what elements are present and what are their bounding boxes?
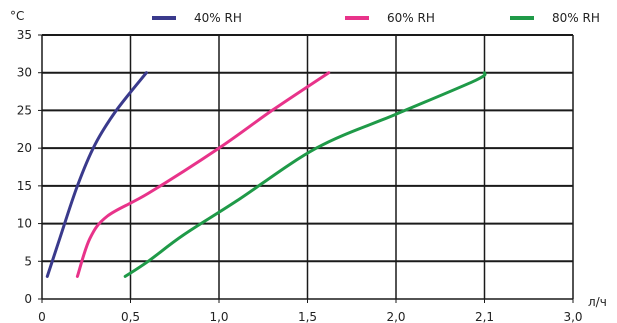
- axes: [38, 34, 574, 303]
- legend-label: 60% RH: [387, 11, 435, 25]
- tick-labels: 0 5 10 15 20 25 30 35 0 0,5 1,0 1,5 2,0 2,1 3,0: [17, 28, 583, 323]
- x-tick-label: 1,5: [298, 310, 317, 323]
- legend-label: 80% RH: [552, 11, 600, 25]
- x-tick-label: 3,0: [563, 310, 582, 323]
- x-axis-unit-label: л/ч: [588, 295, 607, 309]
- y-tick-label: 5: [24, 254, 32, 268]
- y-tick-label: 20: [17, 141, 32, 155]
- x-tick-label: 1,0: [209, 310, 228, 323]
- grid: [42, 34, 574, 299]
- series-line-1: [45, 71, 148, 278]
- y-tick-label: 30: [17, 66, 32, 80]
- y-tick-label: 10: [17, 217, 32, 231]
- y-tick-label: 25: [17, 103, 32, 117]
- series-lines: [45, 71, 487, 278]
- y-tick-label: 35: [17, 28, 32, 42]
- y-tick-label: 15: [17, 179, 32, 193]
- x-tick-label: 0: [38, 310, 46, 323]
- y-tick-label: 0: [24, 292, 32, 306]
- legend: 40% RH 60% RH 80% RH: [152, 11, 600, 25]
- y-axis-unit-label: °C: [10, 9, 24, 23]
- x-tick-label: 0,5: [121, 310, 140, 323]
- series-line-3: [123, 71, 487, 278]
- series-line-2: [75, 71, 331, 278]
- x-tick-label: 2,1: [475, 310, 494, 323]
- legend-label: 40% RH: [194, 11, 242, 25]
- x-tick-label: 2,0: [386, 310, 405, 323]
